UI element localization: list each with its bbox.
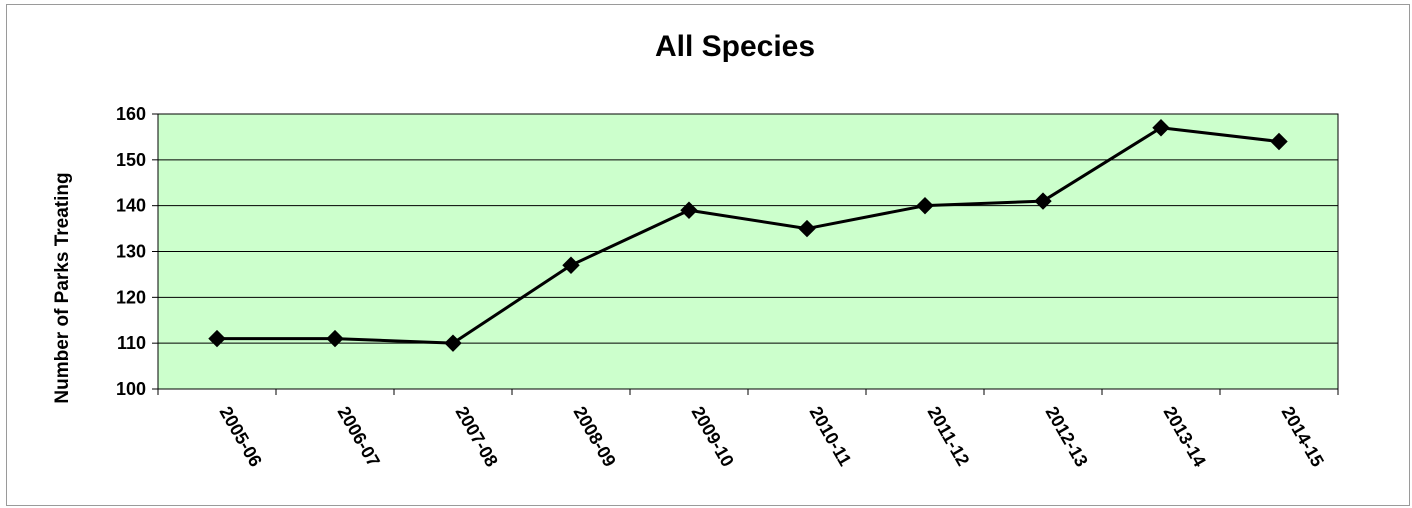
data-point-marker: [444, 334, 462, 352]
y-tick-label: 120: [116, 287, 146, 307]
data-point-marker: [1152, 119, 1170, 137]
x-axis-ticks: 2005-06 2006-07 2007-08 2008-09 2009-10 2010-…: [157, 389, 1339, 470]
x-tick-label: 2006-07: [334, 403, 384, 470]
y-tick-label: 160: [116, 104, 146, 124]
y-tick-label: 130: [116, 242, 146, 262]
x-tick-label: 2010-11: [806, 403, 856, 469]
series-layer: [208, 119, 1288, 352]
y-tick-label: 150: [116, 150, 146, 170]
x-tick-label: 2009-10: [688, 403, 738, 470]
data-point-marker: [916, 196, 934, 215]
x-tick-label: 2014-15: [1278, 403, 1328, 470]
x-tick-label: 2011-12: [924, 403, 974, 469]
data-point-marker: [208, 329, 226, 348]
gridlines: [158, 159, 1338, 344]
series-line: [217, 126, 1280, 345]
data-point-marker: [562, 256, 580, 274]
y-tick-label: 100: [116, 379, 146, 399]
y-axis-ticks: 100 110 120 130 140 150 160: [116, 104, 158, 399]
chart-title: All Species: [654, 30, 816, 63]
data-point-marker: [326, 329, 344, 348]
data-point-marker: [1270, 132, 1288, 151]
y-tick-label: 140: [116, 196, 146, 216]
x-tick-label: 2005-06: [216, 403, 266, 470]
x-tick-label: 2008-09: [570, 403, 620, 470]
x-tick-label: 2007-08: [452, 403, 502, 470]
data-point-marker: [798, 219, 816, 238]
y-tick-label: 110: [117, 333, 146, 353]
x-tick-label: 2012-13: [1042, 403, 1092, 470]
x-tick-label: 2013-14: [1160, 403, 1210, 470]
data-point-marker: [680, 201, 698, 219]
y-axis-title: Number of Parks Treating: [52, 172, 73, 403]
data-point-marker: [1034, 192, 1052, 210]
